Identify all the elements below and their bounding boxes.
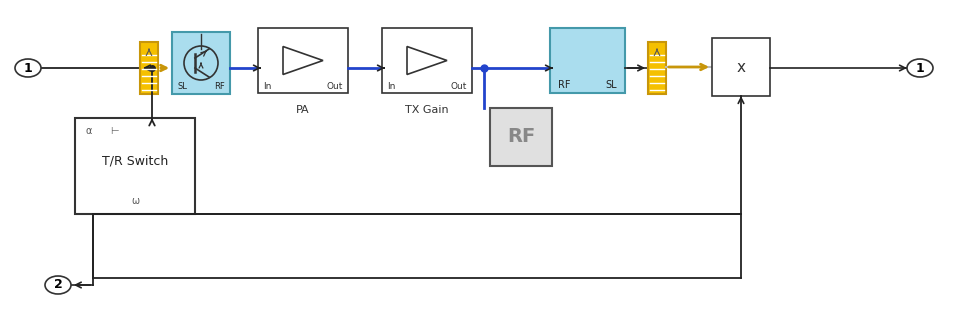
Text: In: In (387, 82, 395, 91)
Text: SL: SL (606, 80, 617, 90)
Text: α: α (85, 126, 91, 136)
Text: Out: Out (451, 82, 467, 91)
Text: PA: PA (296, 105, 310, 115)
Bar (648, 42, 666, 94)
Text: RF: RF (558, 80, 570, 90)
Text: x: x (737, 59, 746, 74)
Bar (75, 118, 195, 214)
Bar (550, 28, 625, 93)
Text: T/R Switch: T/R Switch (101, 154, 168, 167)
Text: TX Gain: TX Gain (405, 105, 449, 115)
Text: Out: Out (326, 82, 343, 91)
Text: RF: RF (507, 127, 535, 147)
Text: RF: RF (214, 82, 225, 91)
Bar (172, 32, 230, 94)
Text: In: In (263, 82, 272, 91)
Text: SL: SL (177, 82, 187, 91)
Text: ⊢: ⊢ (110, 126, 119, 136)
Text: ω: ω (131, 196, 139, 206)
Bar (490, 108, 552, 166)
Text: 1: 1 (24, 62, 33, 74)
Ellipse shape (15, 59, 41, 77)
Polygon shape (283, 46, 323, 74)
Polygon shape (407, 46, 447, 74)
Circle shape (184, 46, 218, 80)
Bar (712, 38, 770, 96)
Text: 1: 1 (916, 62, 924, 74)
Ellipse shape (907, 59, 933, 77)
Bar (382, 28, 472, 93)
Bar (258, 28, 348, 93)
Bar (140, 42, 158, 94)
Ellipse shape (45, 276, 71, 294)
Text: 2: 2 (54, 279, 62, 291)
